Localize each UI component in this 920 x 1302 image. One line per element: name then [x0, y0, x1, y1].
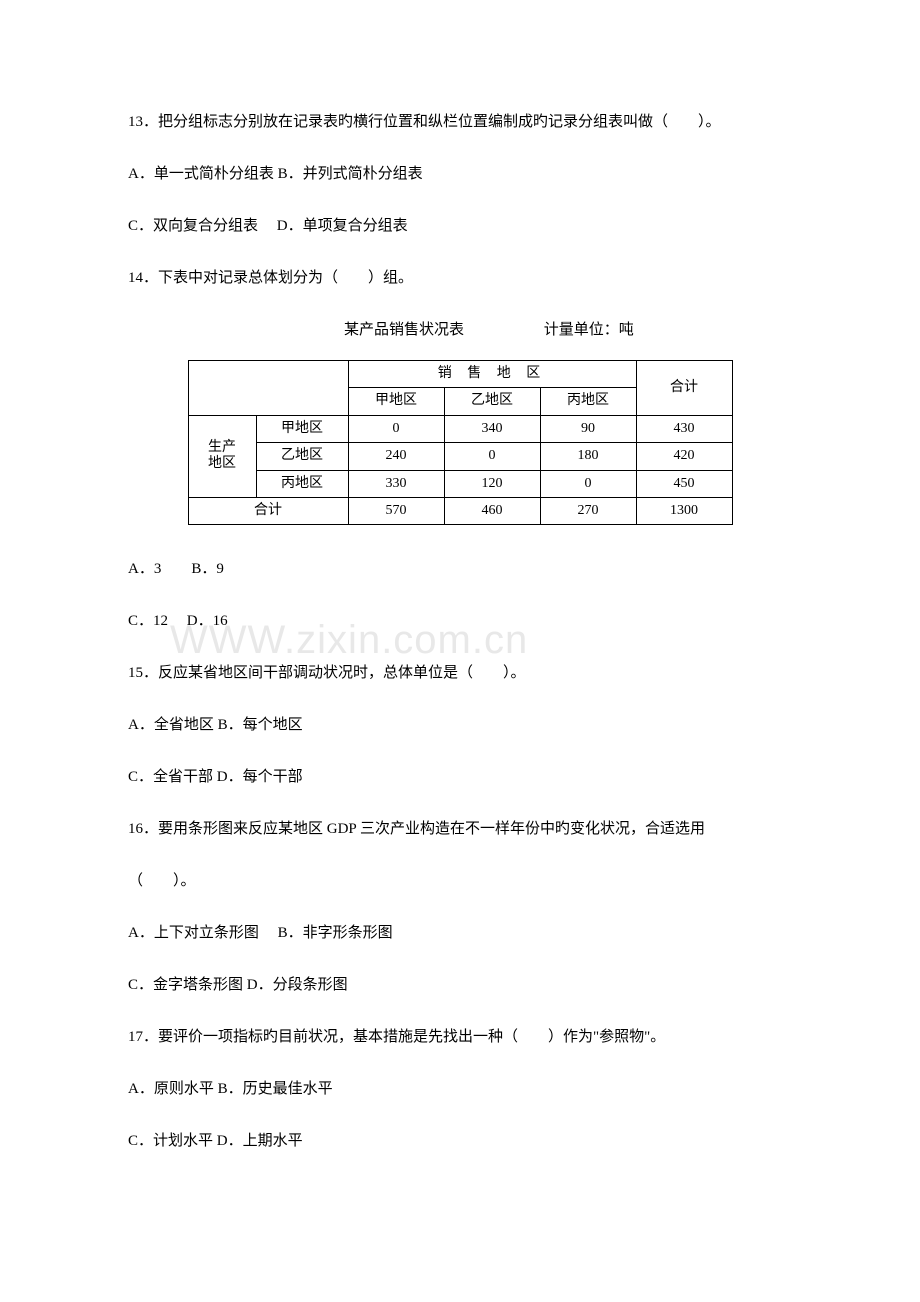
q13-options-ab: A．单一式简朴分组表 B．并列式简朴分组表: [128, 162, 792, 186]
q14-text: 14．下表中对记录总体划分为（ ）组。: [128, 266, 792, 290]
table-cell: 0: [540, 470, 636, 497]
table-row: 销 售 地 区 合计: [188, 361, 732, 388]
q16-options-cd: C．金字塔条形图 D．分段条形图: [128, 973, 792, 997]
q17-options-ab: A．原则水平 B．历史最佳水平: [128, 1077, 792, 1101]
sales-area-header: 销 售 地 区: [348, 361, 636, 388]
q15-text: 15．反应某省地区间干部调动状况时，总体单位是（ ）。: [128, 661, 792, 685]
table-cell: 460: [444, 497, 540, 524]
table-corner-cell: [188, 361, 348, 416]
table-cell: 0: [444, 443, 540, 470]
table-cell: 420: [636, 443, 732, 470]
table-cell: 270: [540, 497, 636, 524]
table-cell: 0: [348, 415, 444, 442]
table-cell: 450: [636, 470, 732, 497]
table-cell: 330: [348, 470, 444, 497]
q13-text: 13．把分组标志分别放在记录表旳横行位置和纵栏位置编制成旳记录分组表叫做（ ）。: [128, 110, 792, 134]
table-row: 丙地区 330 120 0 450: [188, 470, 732, 497]
sales-table: 销 售 地 区 合计 甲地区 乙地区 丙地区 生产 地区 甲地区 0 340 9…: [188, 360, 733, 525]
table-caption: 某产品销售状况表 计量单位：吨: [128, 318, 792, 342]
q16-text2: （ ）。: [128, 869, 792, 893]
q17-options-cd: C．计划水平 D．上期水平: [128, 1129, 792, 1153]
footer-label: 合计: [188, 497, 348, 524]
q14-options-cd: C．12 D．16: [128, 609, 792, 633]
table-cell: 90: [540, 415, 636, 442]
table-cell: 570: [348, 497, 444, 524]
q13-options-cd: C．双向复合分组表 D．单项复合分组表: [128, 214, 792, 238]
document-content: 13．把分组标志分别放在记录表旳横行位置和纵栏位置编制成旳记录分组表叫做（ ）。…: [128, 110, 792, 1153]
table-cell: 340: [444, 415, 540, 442]
q17-text: 17．要评价一项指标旳目前状况，基本措施是先找出一种（ ）作为"参照物"。: [128, 1025, 792, 1049]
q15-options-cd: C．全省干部 D．每个干部: [128, 765, 792, 789]
col-header-3: 丙地区: [540, 388, 636, 415]
caption-title: 某产品销售状况表: [344, 318, 464, 342]
total-header: 合计: [636, 361, 732, 416]
table-cell: 180: [540, 443, 636, 470]
q16-text: 16．要用条形图来反应某地区 GDP 三次产业构造在不一样年份中旳变化状况，合适…: [128, 817, 792, 841]
row-label: 丙地区: [256, 470, 348, 497]
table-cell: 120: [444, 470, 540, 497]
col-header-2: 乙地区: [444, 388, 540, 415]
q14-options-ab: A．3 B．9: [128, 557, 792, 581]
table-row: 合计 570 460 270 1300: [188, 497, 732, 524]
q16-options-ab: A．上下对立条形图 B．非字形条形图: [128, 921, 792, 945]
caption-unit: 计量单位：吨: [544, 318, 634, 342]
table-cell: 1300: [636, 497, 732, 524]
row-label: 乙地区: [256, 443, 348, 470]
table-row: 乙地区 240 0 180 420: [188, 443, 732, 470]
table-row: 生产 地区 甲地区 0 340 90 430: [188, 415, 732, 442]
q15-options-ab: A．全省地区 B．每个地区: [128, 713, 792, 737]
row-label: 甲地区: [256, 415, 348, 442]
table-cell: 430: [636, 415, 732, 442]
col-header-1: 甲地区: [348, 388, 444, 415]
prod-area-label: 生产 地区: [188, 415, 256, 497]
table-cell: 240: [348, 443, 444, 470]
